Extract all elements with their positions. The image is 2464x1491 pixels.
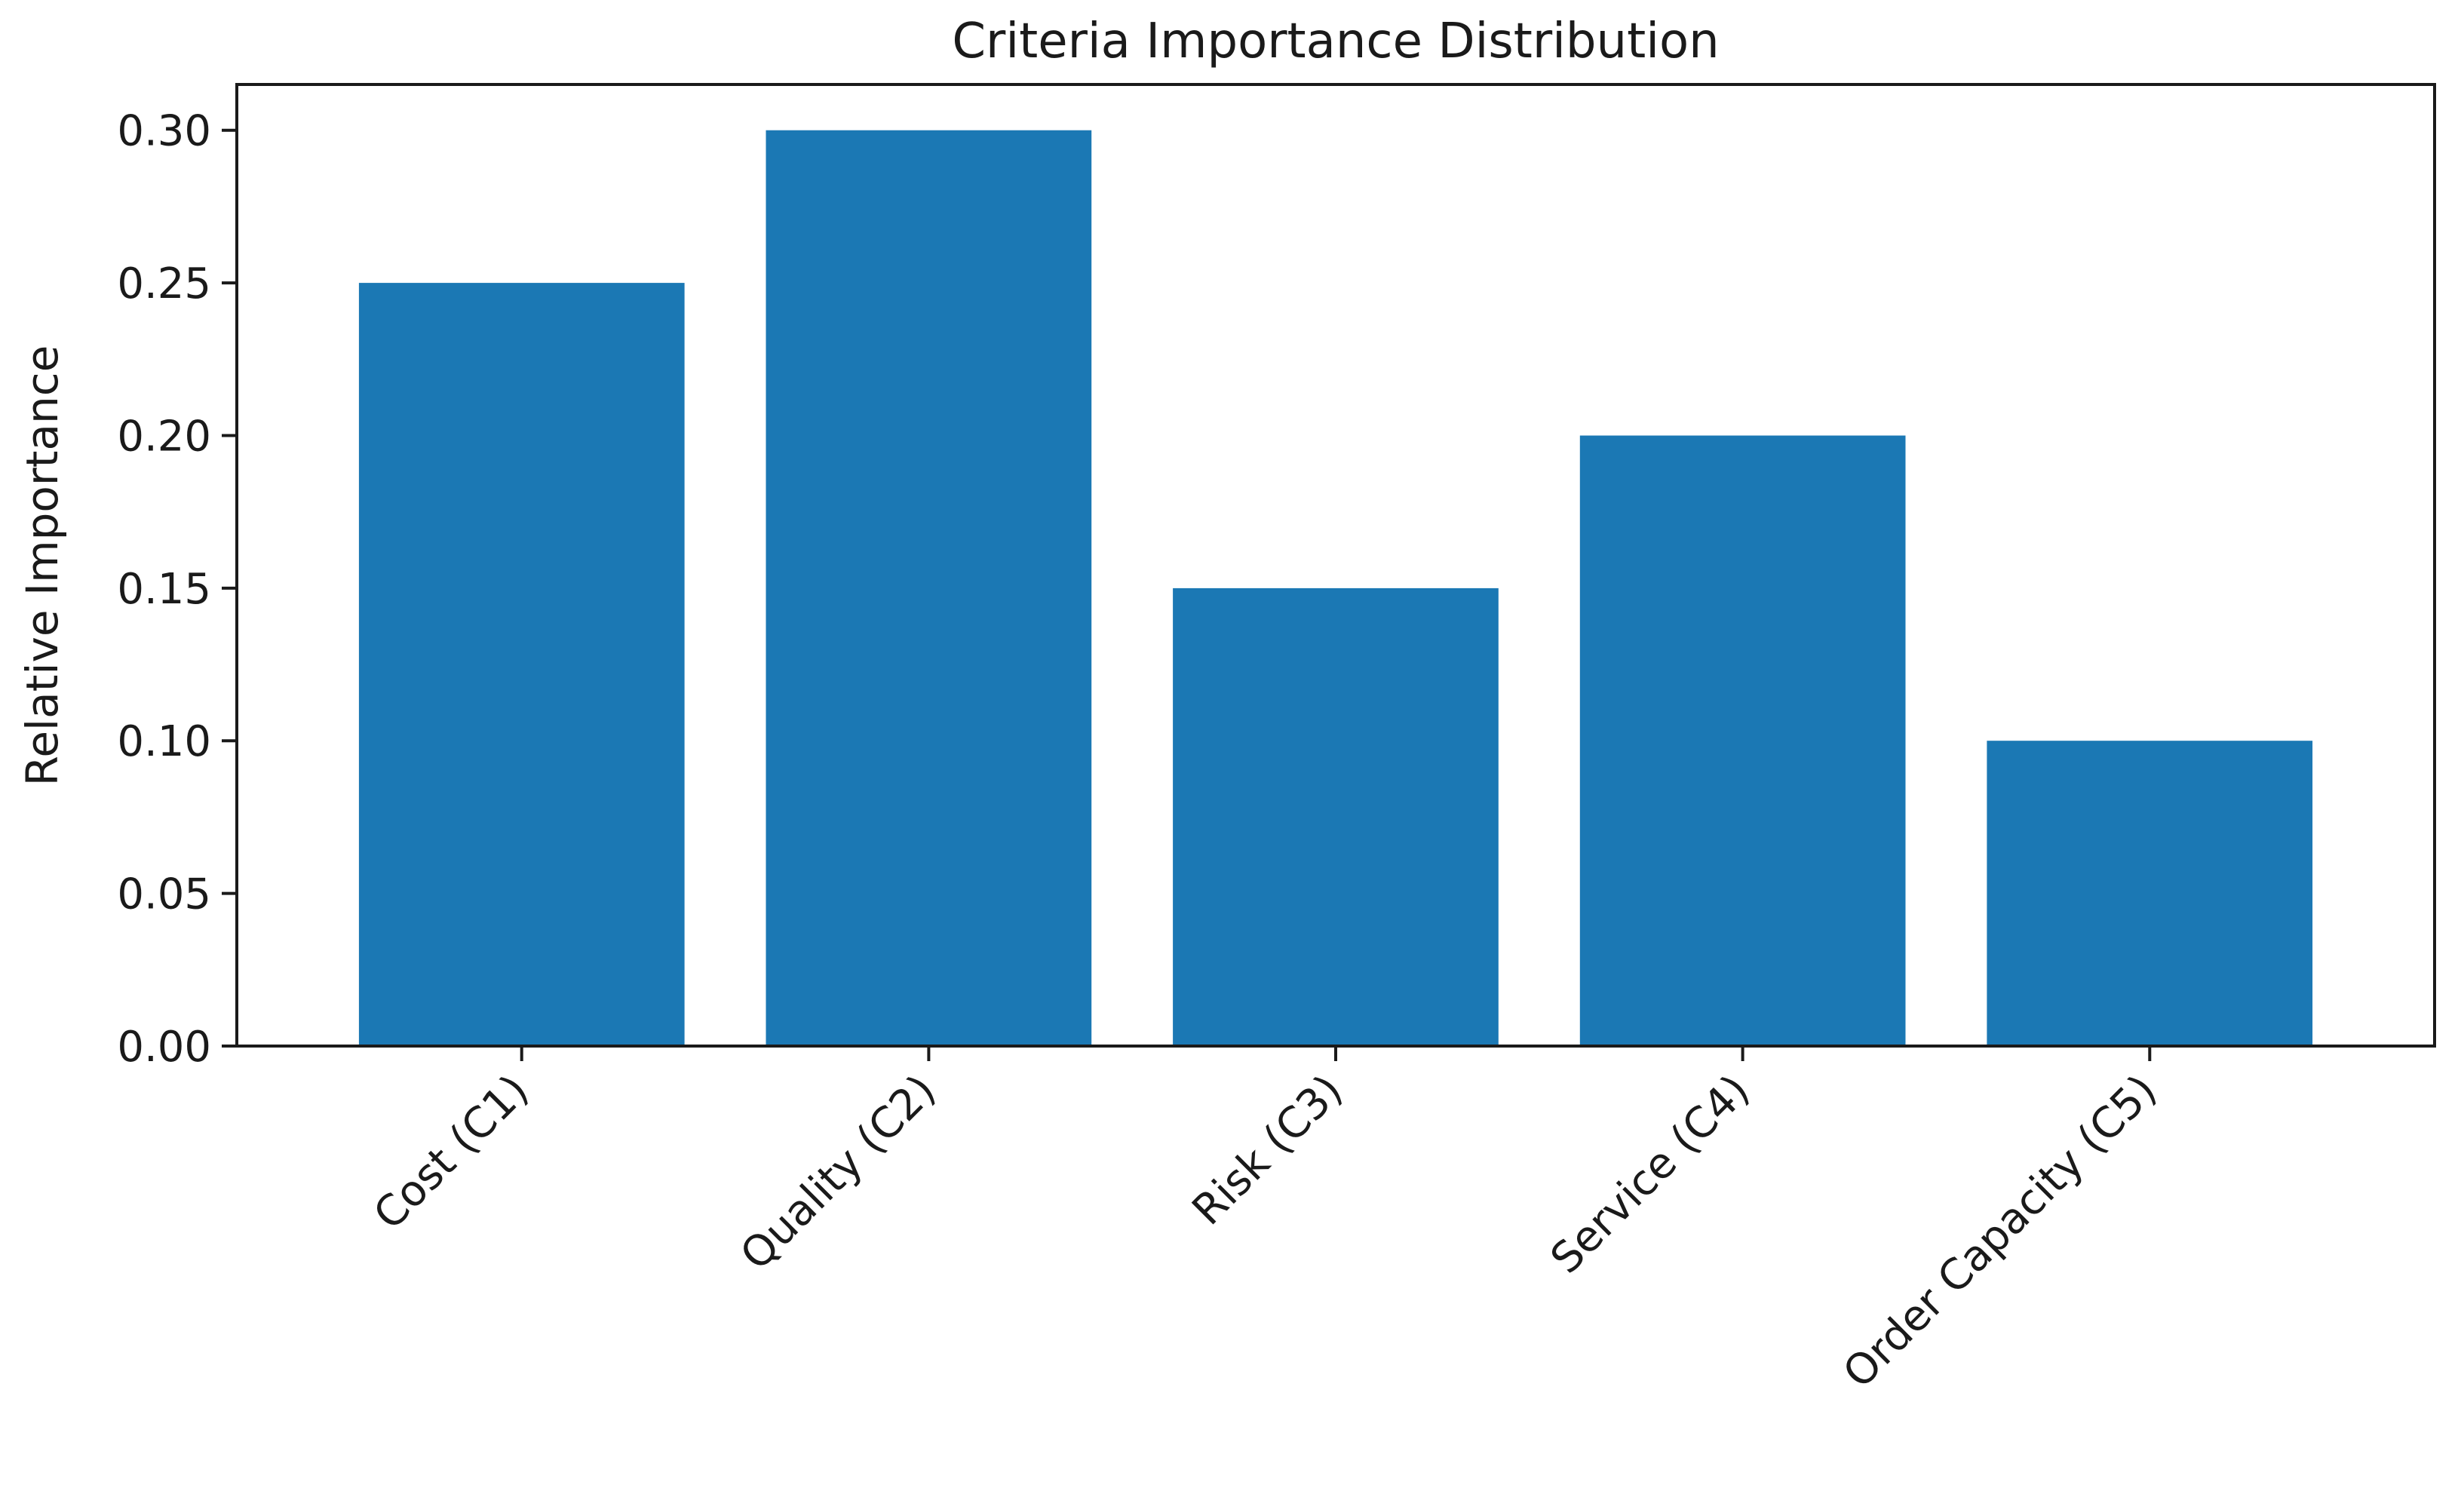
y-tick-label: 0.25 [117, 259, 211, 308]
y-axis-label: Relative Importance [17, 345, 68, 787]
bar-3 [1173, 588, 1499, 1046]
x-tick-label: Order Capacity (C5) [1834, 1066, 2166, 1397]
y-tick-label: 0.05 [117, 870, 211, 919]
x-tick-label: Service (C4) [1542, 1066, 1760, 1284]
x-tick-label: Risk (C3) [1183, 1066, 1352, 1235]
y-tick-label: 0.20 [117, 413, 211, 462]
bar-2 [766, 130, 1092, 1047]
bar-1 [358, 283, 685, 1047]
plot-frame [235, 83, 2436, 1048]
x-axis: Cost (C1) Quality (C2) Risk (C3) Service (C… [364, 1046, 2166, 1397]
bars-layer [358, 130, 2313, 1047]
bar-4 [1579, 435, 1906, 1046]
x-tick-label: Cost (C1) [364, 1066, 538, 1239]
y-tick-label: 0.15 [117, 565, 211, 614]
y-axis: 0.00 0.05 0.10 0.15 0.20 0.25 0.30 [117, 107, 237, 1072]
bar-5 [1987, 741, 2313, 1046]
y-tick-label: 0.30 [117, 107, 211, 156]
y-tick-label: 0.00 [117, 1023, 211, 1072]
chart-title: Criteria Importance Distribution [952, 14, 1719, 69]
x-tick-label: Quality (C2) [732, 1066, 946, 1280]
y-tick-label: 0.10 [117, 717, 211, 766]
